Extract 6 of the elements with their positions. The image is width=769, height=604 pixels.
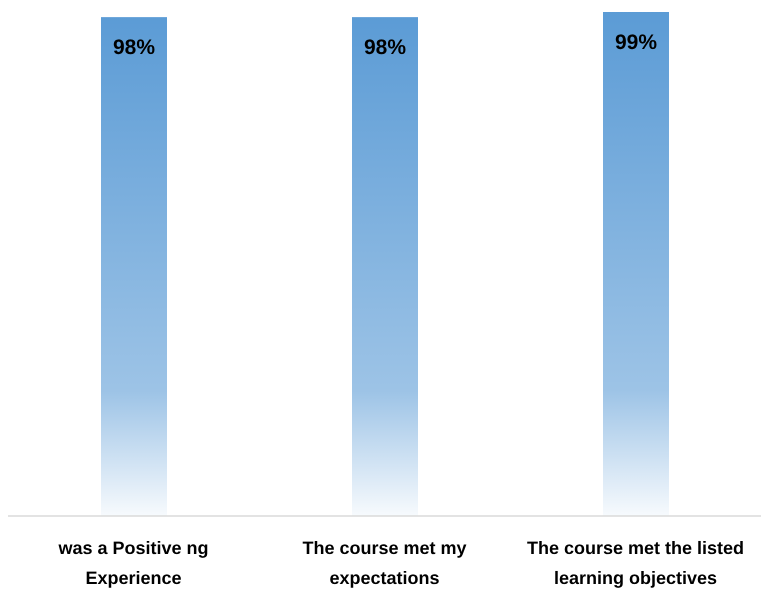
x-tick-label: The course met the listed learning objectives	[526, 538, 744, 588]
x-tick-label: was a Positive ng Experience	[57, 538, 209, 588]
data-label: 98%	[112, 36, 156, 59]
x-tick-label: The course met my expectations	[302, 538, 467, 588]
data-label: 98%	[364, 36, 406, 59]
data-label: 99%	[614, 30, 658, 54]
